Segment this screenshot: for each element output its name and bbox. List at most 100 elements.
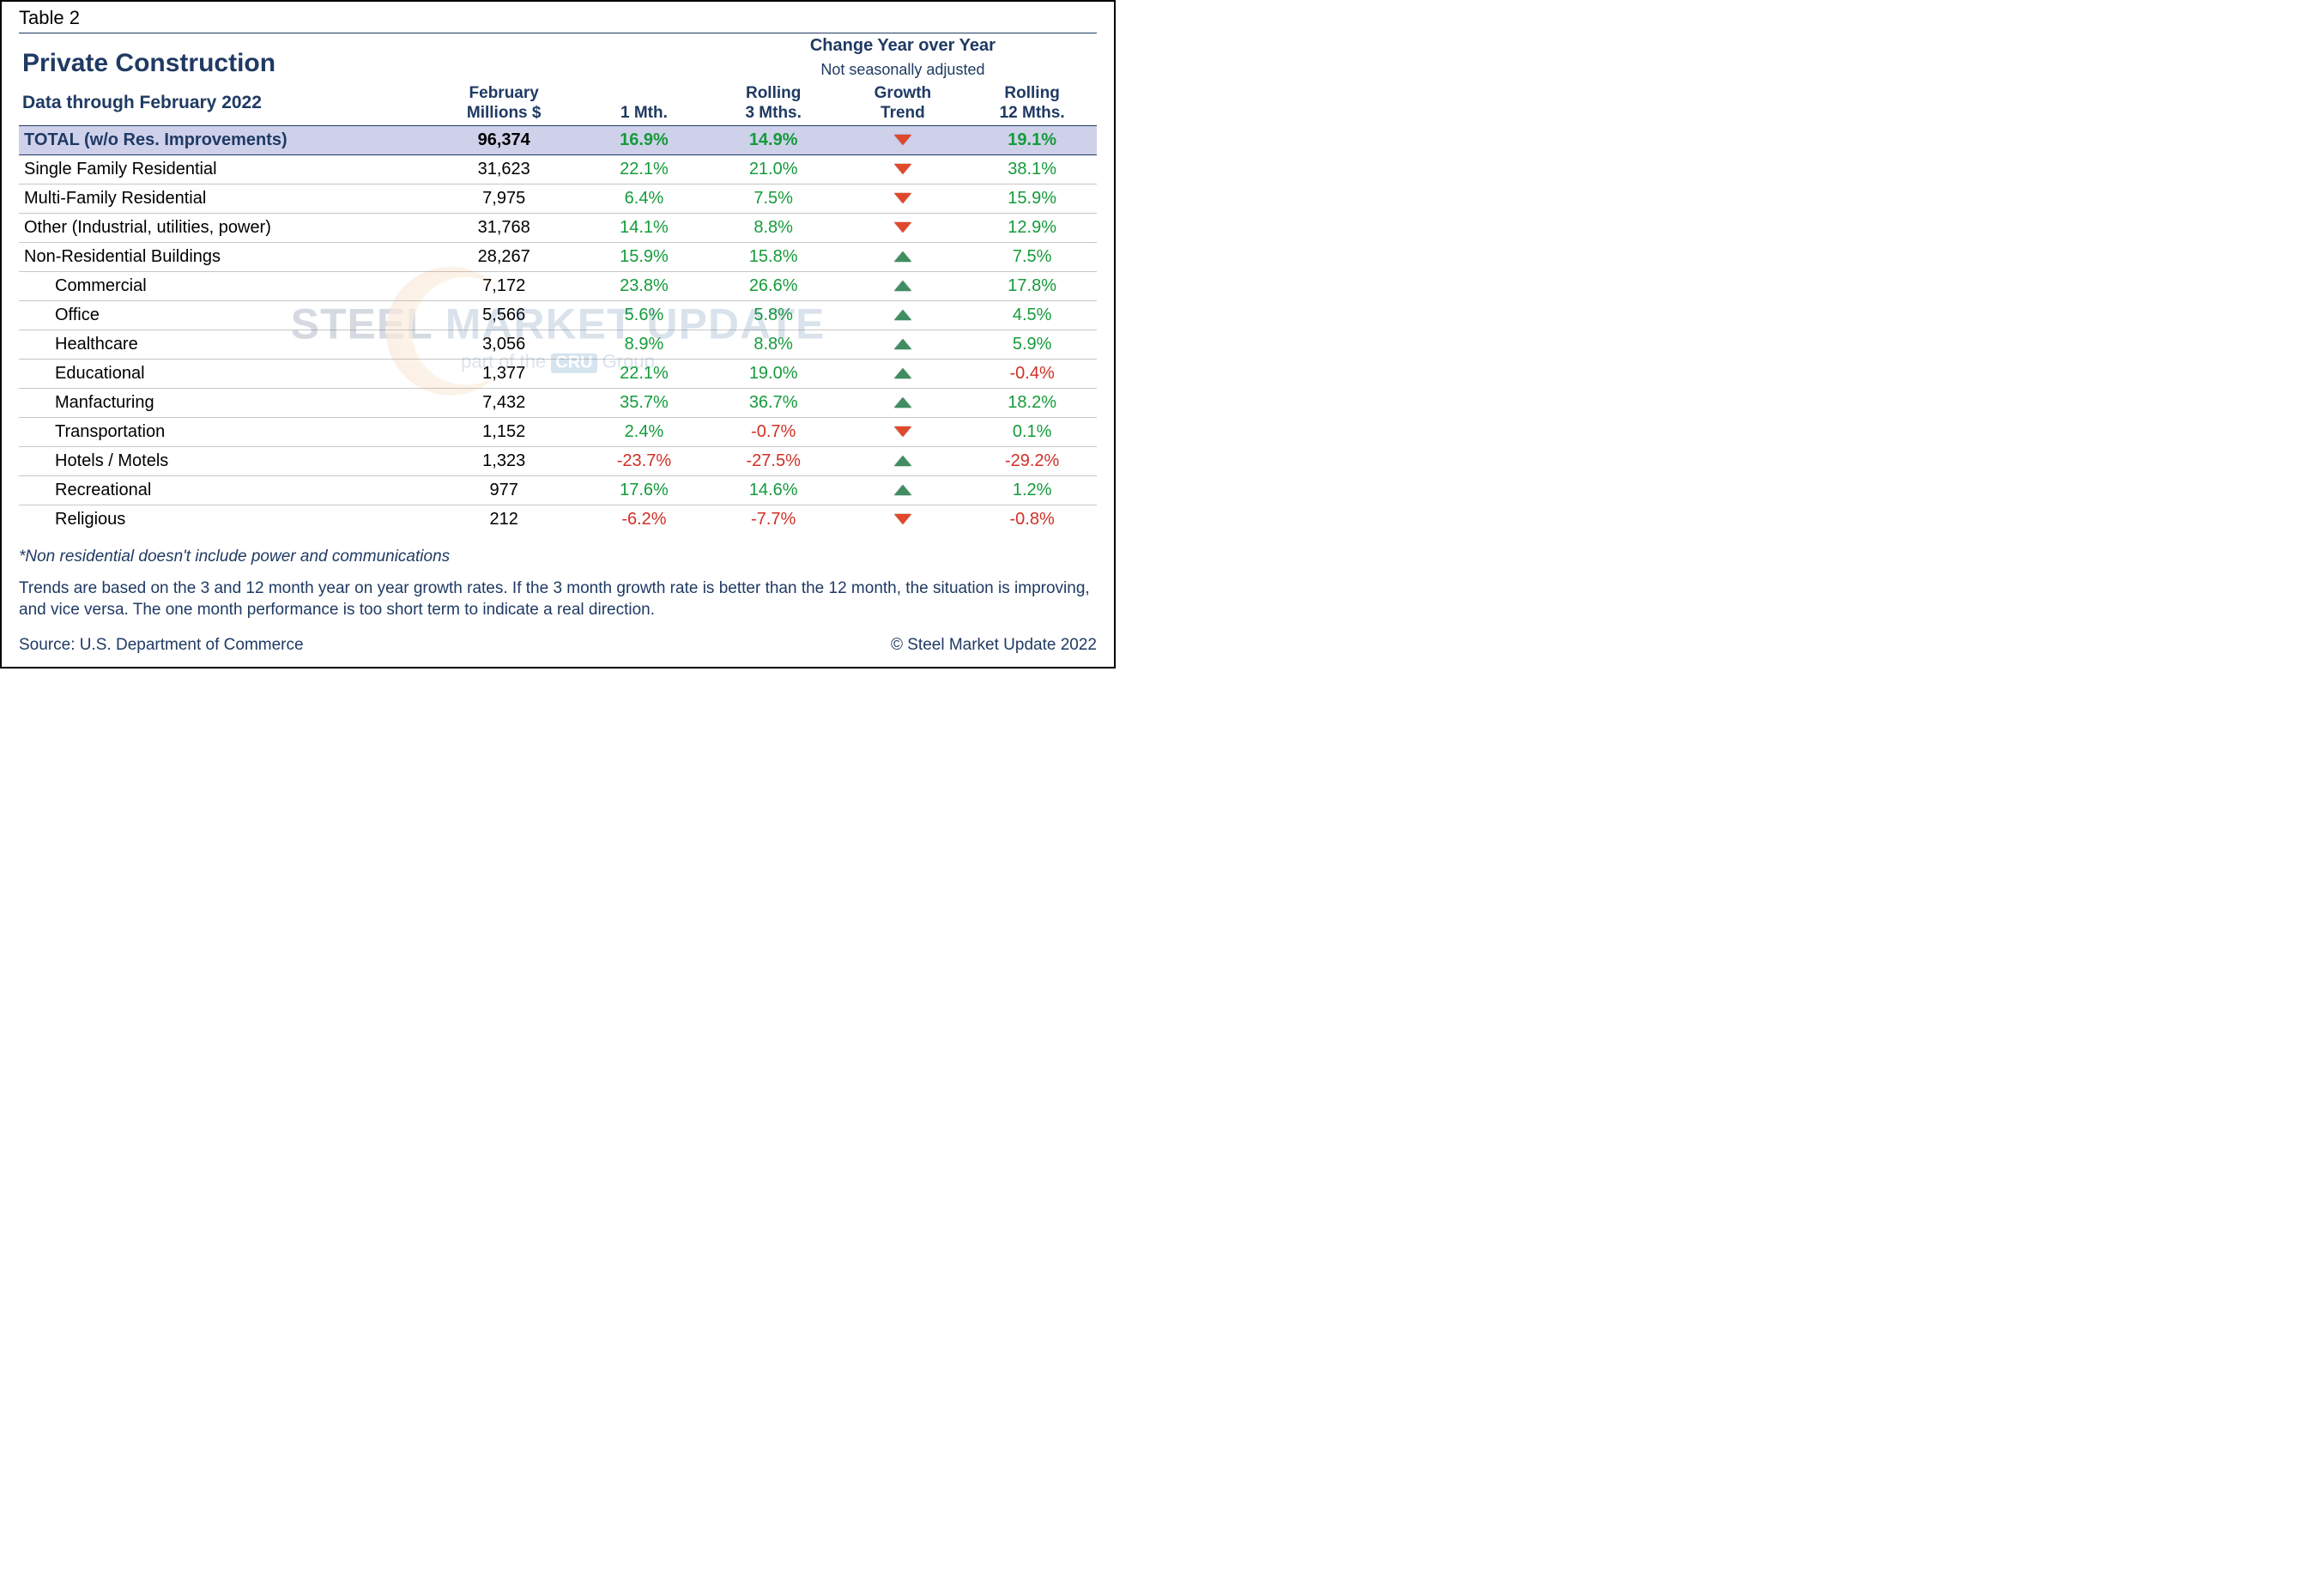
row-1mth: 6.4% (579, 185, 709, 214)
row-1mth: 14.1% (579, 214, 709, 243)
row-label: Commercial (19, 272, 428, 301)
triangle-up-icon (894, 456, 911, 466)
row-value: 28,267 (428, 243, 579, 272)
row-12mth: 5.9% (967, 330, 1097, 360)
row-1mth: -6.2% (579, 505, 709, 535)
row-1mth: 8.9% (579, 330, 709, 360)
col-1mth: 1 Mth. (620, 104, 668, 122)
col-12mth-l1: Rolling (1004, 84, 1059, 102)
trend-description: Trends are based on the 3 and 12 month y… (19, 566, 1097, 620)
table-body: TOTAL (w/o Res. Improvements)96,37416.9%… (19, 126, 1097, 535)
col-3mth-l1: Rolling (746, 84, 801, 102)
table-row: Transportation1,1522.4%-0.7%0.1% (19, 418, 1097, 447)
row-12mth: 12.9% (967, 214, 1097, 243)
row-trend (838, 476, 968, 505)
table-row: Manfacturing7,43235.7%36.7%18.2% (19, 389, 1097, 418)
row-value: 96,374 (428, 126, 579, 155)
table-row: Recreational97717.6%14.6%1.2% (19, 476, 1097, 505)
row-label: Recreational (19, 476, 428, 505)
row-12mth: 4.5% (967, 301, 1097, 330)
table-row: Single Family Residential31,62322.1%21.0… (19, 155, 1097, 185)
row-12mth: 18.2% (967, 389, 1097, 418)
row-value: 7,172 (428, 272, 579, 301)
table-row: TOTAL (w/o Res. Improvements)96,37416.9%… (19, 126, 1097, 155)
table-row: Other (Industrial, utilities, power)31,7… (19, 214, 1097, 243)
row-label: Multi-Family Residential (19, 185, 428, 214)
table-row: Hotels / Motels1,323-23.7%-27.5%-29.2% (19, 447, 1097, 476)
row-trend (838, 272, 968, 301)
triangle-down-icon (894, 427, 911, 437)
row-3mth: 8.8% (709, 214, 838, 243)
row-3mth: -27.5% (709, 447, 838, 476)
row-value: 31,768 (428, 214, 579, 243)
col-group-title: Change Year over Year (810, 36, 996, 55)
row-label: Office (19, 301, 428, 330)
row-trend (838, 155, 968, 185)
row-3mth: 21.0% (709, 155, 838, 185)
source-text: Source: U.S. Department of Commerce (19, 636, 304, 655)
row-trend (838, 185, 968, 214)
col-12mth-l2: 12 Mths. (1000, 104, 1065, 122)
row-trend (838, 214, 968, 243)
row-1mth: 5.6% (579, 301, 709, 330)
table-row: Commercial7,17223.8%26.6%17.8% (19, 272, 1097, 301)
row-value: 1,377 (428, 360, 579, 389)
col-feb-l1: February (469, 84, 539, 102)
row-trend (838, 126, 968, 155)
footnote: *Non residential doesn't include power a… (19, 534, 1097, 566)
row-value: 5,566 (428, 301, 579, 330)
row-value: 977 (428, 476, 579, 505)
row-12mth: 19.1% (967, 126, 1097, 155)
row-label: Transportation (19, 418, 428, 447)
row-value: 212 (428, 505, 579, 535)
row-label: Non-Residential Buildings (19, 243, 428, 272)
row-trend (838, 447, 968, 476)
copyright-text: © Steel Market Update 2022 (891, 636, 1097, 655)
row-label: Healthcare (19, 330, 428, 360)
row-1mth: 17.6% (579, 476, 709, 505)
col-trend-l2: Trend (881, 104, 925, 122)
table-row: Religious212-6.2%-7.7%-0.8% (19, 505, 1097, 535)
footer-row: Source: U.S. Department of Commerce © St… (19, 620, 1097, 655)
col-trend-l1: Growth (875, 84, 932, 102)
row-label: Hotels / Motels (19, 447, 428, 476)
col-group-sub: Not seasonally adjusted (820, 61, 984, 78)
row-12mth: -0.8% (967, 505, 1097, 535)
triangle-up-icon (894, 339, 911, 349)
row-value: 1,323 (428, 447, 579, 476)
triangle-down-icon (894, 193, 911, 203)
row-value: 7,975 (428, 185, 579, 214)
row-1mth: 16.9% (579, 126, 709, 155)
row-3mth: -0.7% (709, 418, 838, 447)
table-row: Non-Residential Buildings28,26715.9%15.8… (19, 243, 1097, 272)
table-row: Office5,5665.6%5.8%4.5% (19, 301, 1097, 330)
row-3mth: 14.6% (709, 476, 838, 505)
triangle-up-icon (894, 485, 911, 495)
row-label: TOTAL (w/o Res. Improvements) (19, 126, 428, 155)
row-3mth: 15.8% (709, 243, 838, 272)
row-12mth: -0.4% (967, 360, 1097, 389)
row-1mth: 22.1% (579, 360, 709, 389)
row-label: Manfacturing (19, 389, 428, 418)
triangle-up-icon (894, 310, 911, 320)
col-3mth-l2: 3 Mths. (745, 104, 801, 122)
row-label: Single Family Residential (19, 155, 428, 185)
row-12mth: -29.2% (967, 447, 1097, 476)
row-3mth: 26.6% (709, 272, 838, 301)
triangle-down-icon (894, 135, 911, 145)
triangle-up-icon (894, 281, 911, 291)
row-3mth: 19.0% (709, 360, 838, 389)
row-label: Other (Industrial, utilities, power) (19, 214, 428, 243)
row-3mth: 8.8% (709, 330, 838, 360)
row-12mth: 38.1% (967, 155, 1097, 185)
row-12mth: 17.8% (967, 272, 1097, 301)
row-value: 3,056 (428, 330, 579, 360)
row-value: 31,623 (428, 155, 579, 185)
col-feb-l2: Millions $ (467, 104, 542, 122)
row-trend (838, 243, 968, 272)
row-12mth: 0.1% (967, 418, 1097, 447)
row-12mth: 7.5% (967, 243, 1097, 272)
row-label: Educational (19, 360, 428, 389)
row-1mth: 35.7% (579, 389, 709, 418)
row-3mth: 7.5% (709, 185, 838, 214)
